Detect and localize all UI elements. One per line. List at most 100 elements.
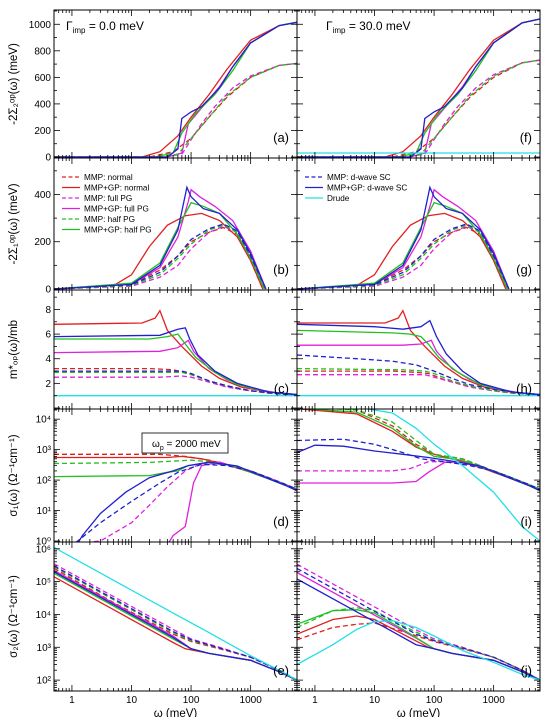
y-tick-label: 600 (34, 73, 51, 84)
x-axis-label: ω (meV) (154, 708, 198, 717)
series-line (297, 444, 540, 492)
series-line (297, 59, 540, 158)
panel-label: (a) (273, 130, 289, 145)
series-line (54, 223, 267, 290)
panel-d: 10⁰ 10¹ 10² 10³ 10⁴ (d) (36, 408, 298, 548)
series-line (168, 461, 297, 542)
y-tick-label: 6 (45, 330, 51, 341)
series-line (54, 201, 265, 290)
panel-label: (i) (520, 514, 532, 529)
legend-label: MMP: half PG (84, 215, 135, 224)
y-tick-label: 0 (45, 285, 51, 296)
legend-label: MMP+GP: normal (84, 184, 149, 193)
series-line (54, 461, 297, 492)
panel-g: (g) (296, 157, 541, 291)
series-line (297, 188, 510, 290)
series-line (297, 201, 508, 290)
series-line (54, 370, 297, 396)
panel-j: (j) (296, 541, 541, 692)
panel-f: (f) (296, 9, 541, 159)
legend-label: MMP+GP: d-wave SC (327, 184, 407, 193)
series-line (297, 319, 540, 396)
y-tick-label: 10⁴ (36, 415, 51, 426)
series-line (54, 563, 297, 681)
x-tick-label: 1 (69, 695, 75, 706)
series-line (297, 563, 540, 681)
y-tick-label: 10³ (37, 445, 52, 456)
x-tick-label: 10 (126, 695, 138, 706)
x-tick-label: 1000 (483, 695, 506, 706)
series-line (299, 409, 540, 492)
title-left: Γimp = 0.0 meV (66, 19, 144, 35)
y-axis-label: σ₁(ω) (Ω⁻¹cm⁻¹) (8, 434, 20, 516)
y-tick-label: 200 (34, 126, 51, 137)
series-line (297, 367, 540, 396)
series-line (297, 212, 507, 290)
x-tick-label: 100 (426, 695, 443, 706)
series-line (297, 615, 540, 681)
series-line (54, 62, 297, 158)
y-tick-label: 10¹ (37, 506, 52, 517)
series-line (297, 409, 540, 492)
series-line (54, 339, 297, 396)
panel-label: (f) (520, 130, 532, 145)
legend-label: MMP: full PG (84, 194, 132, 203)
y-tick-label: 10⁵ (36, 577, 51, 588)
panel-i: (i) (296, 408, 541, 543)
y-tick-label: 1000 (29, 20, 52, 31)
y-tick-label: 10⁰ (36, 537, 51, 548)
panel-frame (53, 541, 298, 692)
panel-e: 10² 10³ 10⁴ 10⁵ 10⁶ (e) (36, 541, 298, 692)
y-tick-label: 400 (34, 99, 51, 110)
series-line (297, 354, 540, 396)
panel-label: (c) (274, 381, 289, 396)
x-tick-label: 1 (312, 695, 318, 706)
series-line (54, 62, 297, 158)
panel-label: (d) (273, 514, 289, 529)
wp-label: ωp = 2000 meV (152, 439, 221, 452)
series-line (364, 409, 540, 542)
y-axis-label: σ₂(ω) (Ω⁻¹cm⁻¹) (8, 575, 20, 658)
series-line (297, 59, 540, 158)
series-line (297, 223, 510, 290)
series-line (54, 565, 297, 681)
y-tick-label: 10⁶ (36, 544, 51, 555)
y-tick-label: 8 (45, 305, 51, 316)
y-tick-label: 10⁴ (36, 610, 51, 621)
x-axis-label: ω (meV) (397, 708, 441, 717)
legend-label: MMP: normal (84, 173, 133, 182)
y-tick-label: 4 (45, 354, 51, 365)
series-line (54, 571, 297, 681)
y-tick-label: 800 (34, 46, 51, 57)
legend-label: MMP: d-wave SC (327, 173, 391, 182)
panel-b: 0 200 400 (b) (34, 157, 298, 296)
series-line (54, 21, 297, 158)
series-line (297, 18, 540, 158)
y-tick-label: 10² (37, 676, 52, 687)
panel-label: (g) (516, 262, 532, 277)
wp-box (141, 432, 229, 454)
series-line (297, 18, 540, 158)
series-line (54, 21, 297, 158)
series-line (323, 409, 540, 490)
y-tick-label: 10² (37, 476, 52, 487)
x-tick-label: 10 (369, 695, 381, 706)
series-line (297, 567, 540, 681)
x-tick-label: 1000 (240, 695, 263, 706)
series-line (84, 462, 297, 542)
legend-label: MMP+GP: full PG (84, 205, 149, 214)
series-line (297, 578, 540, 681)
series-line (54, 21, 297, 158)
series-line (77, 461, 297, 542)
y-tick-label: 2 (45, 379, 51, 390)
panel-frame (296, 541, 541, 692)
series-line (297, 185, 510, 290)
series-line (297, 339, 540, 396)
series-line (54, 21, 297, 158)
y-axis-label: -2Σ₂ᵒᵖ(ω) (meV) (8, 43, 20, 125)
panel-c: 2 4 6 8 (c) (45, 289, 298, 410)
legend-label: Drude (327, 194, 350, 203)
series-line (54, 327, 297, 396)
